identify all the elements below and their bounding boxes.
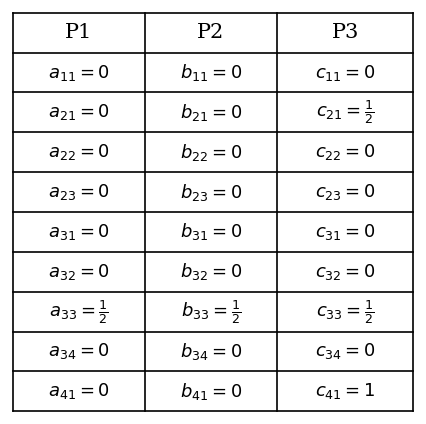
- Text: $a_{41} = 0$: $a_{41} = 0$: [48, 381, 110, 402]
- Text: $a_{23} = 0$: $a_{23} = 0$: [48, 182, 110, 202]
- Text: $c_{34} = 0$: $c_{34} = 0$: [315, 341, 375, 362]
- Text: P3: P3: [331, 23, 359, 42]
- Text: $c_{23} = 0$: $c_{23} = 0$: [315, 182, 375, 202]
- Text: $c_{21} = \frac{1}{2}$: $c_{21} = \frac{1}{2}$: [316, 98, 374, 126]
- Text: $b_{31} = 0$: $b_{31} = 0$: [180, 221, 242, 243]
- Text: $c_{41} = 1$: $c_{41} = 1$: [315, 381, 375, 402]
- Text: $c_{31} = 0$: $c_{31} = 0$: [315, 222, 375, 242]
- Text: $c_{33} = \frac{1}{2}$: $c_{33} = \frac{1}{2}$: [316, 298, 374, 326]
- Text: P2: P2: [197, 23, 225, 42]
- Text: $a_{33} = \frac{1}{2}$: $a_{33} = \frac{1}{2}$: [49, 298, 109, 326]
- Text: $a_{21} = 0$: $a_{21} = 0$: [48, 102, 110, 123]
- Text: $b_{41} = 0$: $b_{41} = 0$: [180, 381, 242, 402]
- Text: $b_{22} = 0$: $b_{22} = 0$: [180, 142, 242, 163]
- Text: P1: P1: [65, 23, 92, 42]
- Text: $b_{23} = 0$: $b_{23} = 0$: [180, 181, 242, 203]
- Text: $b_{33} = \frac{1}{2}$: $b_{33} = \frac{1}{2}$: [181, 298, 241, 326]
- Text: $b_{21} = 0$: $b_{21} = 0$: [180, 102, 242, 123]
- Text: $c_{11} = 0$: $c_{11} = 0$: [315, 62, 375, 83]
- Text: $c_{22} = 0$: $c_{22} = 0$: [315, 142, 375, 162]
- Text: $a_{11} = 0$: $a_{11} = 0$: [48, 62, 110, 83]
- Text: $a_{34} = 0$: $a_{34} = 0$: [48, 341, 110, 362]
- Text: $a_{31} = 0$: $a_{31} = 0$: [48, 222, 110, 242]
- Text: $c_{32} = 0$: $c_{32} = 0$: [315, 262, 375, 282]
- Text: $b_{34} = 0$: $b_{34} = 0$: [180, 341, 242, 362]
- Text: $b_{11} = 0$: $b_{11} = 0$: [180, 62, 242, 83]
- Text: $a_{22} = 0$: $a_{22} = 0$: [48, 142, 110, 162]
- Text: $a_{32} = 0$: $a_{32} = 0$: [48, 262, 110, 282]
- Text: $b_{32} = 0$: $b_{32} = 0$: [180, 261, 242, 282]
